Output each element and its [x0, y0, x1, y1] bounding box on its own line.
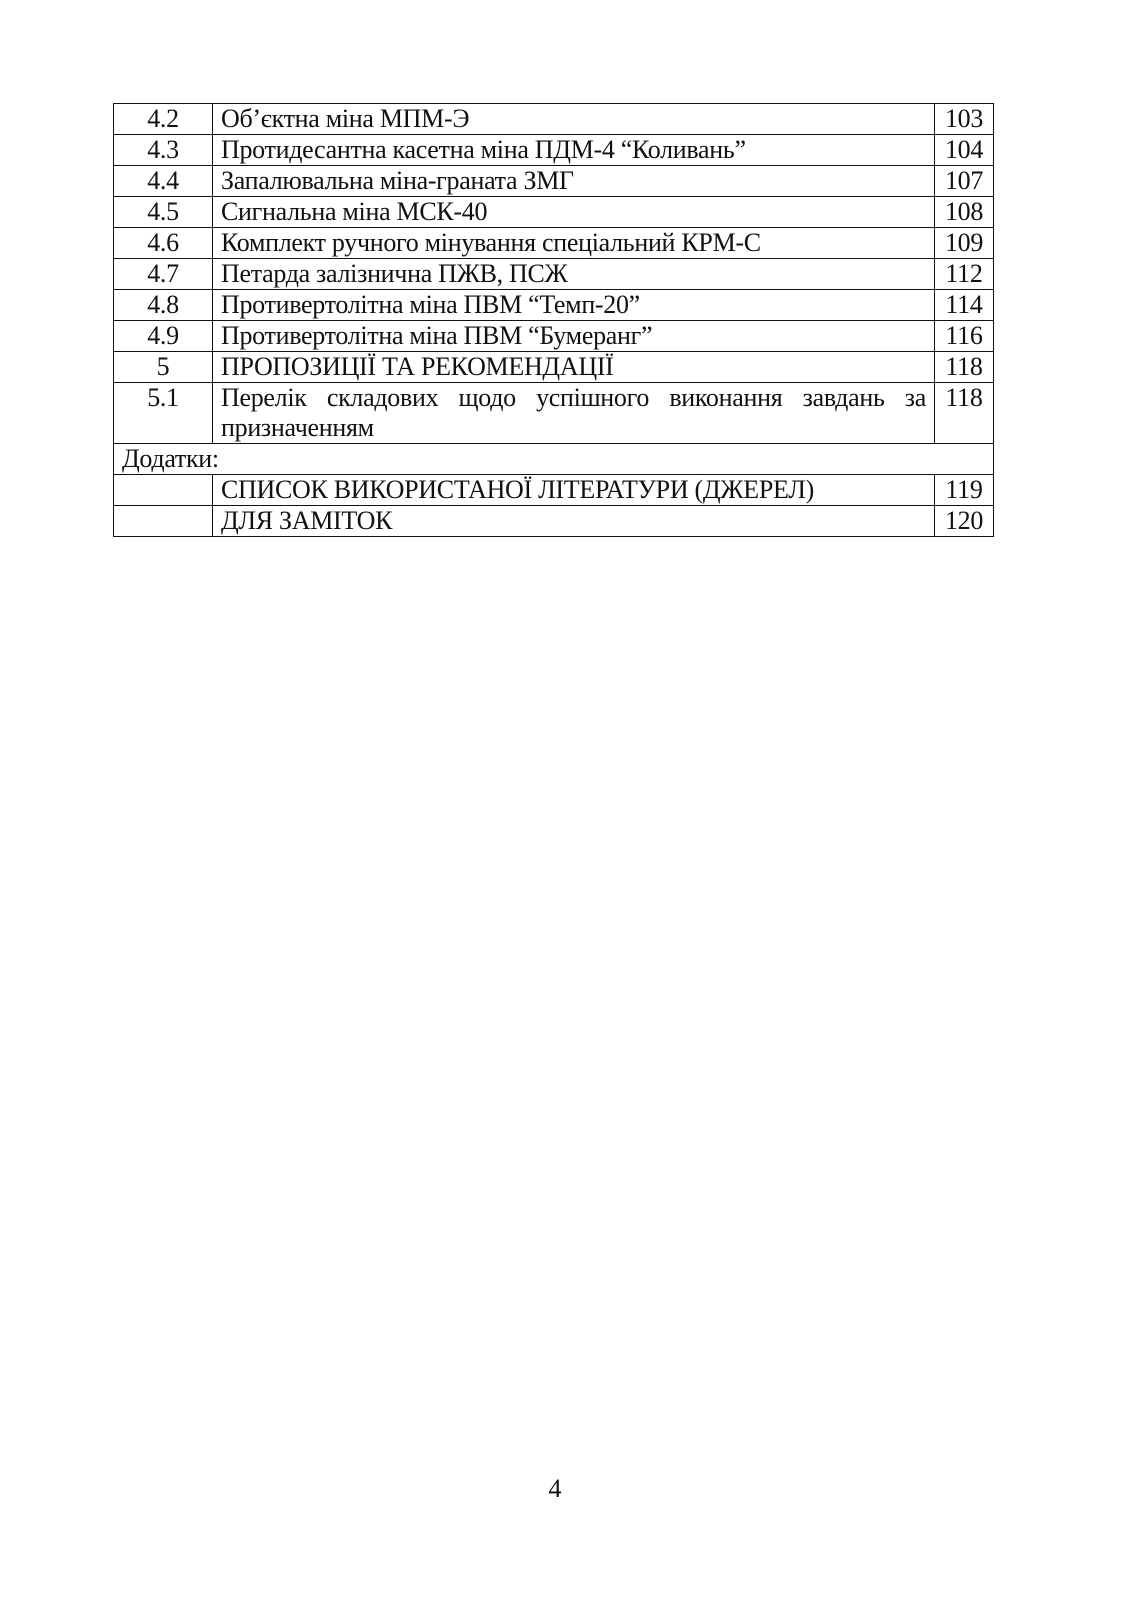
toc-row: 5 ПРОПОЗИЦІЇ ТА РЕКОМЕНДАЦІЇ 118: [113, 351, 994, 383]
toc-row: 4.7 Петарда залізнична ПЖВ, ПСЖ 112: [113, 258, 994, 290]
section-title: Перелік складових щодо успішного виконан…: [212, 382, 935, 444]
section-title: Запалювальна міна-граната ЗМГ: [212, 165, 935, 197]
section-number: 5.1: [113, 382, 213, 444]
page-ref: 109: [934, 227, 994, 259]
page-ref: 114: [934, 289, 994, 321]
page-ref: 112: [934, 258, 994, 290]
section-number: 4.6: [113, 227, 213, 259]
toc-row: 4.2 Об’єктна міна МПМ-Э 103: [113, 103, 994, 135]
page-number: 4: [548, 1474, 562, 1503]
page-ref: 118: [934, 382, 994, 444]
page-ref: 120: [934, 505, 994, 537]
section-number: 4.4: [113, 165, 213, 197]
toc-row: 4.6 Комплект ручного мінування спеціальни…: [113, 227, 994, 259]
appendix-row: ДЛЯ ЗАМІТОК 120: [113, 505, 994, 537]
section-title: Комплект ручного мінування спеціальний К…: [212, 227, 935, 259]
section-number: 4.7: [113, 258, 213, 290]
section-number: 5: [113, 351, 213, 383]
appendix-title: ДЛЯ ЗАМІТОК: [212, 505, 935, 537]
appendix-title: СПИСОК ВИКОРИСТАНОЇ ЛІТЕРАТУРИ (ДЖЕРЕЛ): [212, 474, 935, 506]
appendix-header-row: Додатки:: [113, 443, 994, 475]
appendix-row: СПИСОК ВИКОРИСТАНОЇ ЛІТЕРАТУРИ (ДЖЕРЕЛ) 1…: [113, 474, 994, 506]
section-number: 4.5: [113, 196, 213, 228]
section-title: ПРОПОЗИЦІЇ ТА РЕКОМЕНДАЦІЇ: [212, 351, 935, 383]
toc-row: 4.9 Противертолітна міна ПВМ “Бумеранг” 11…: [113, 320, 994, 352]
section-number: 4.3: [113, 134, 213, 166]
page-ref: 116: [934, 320, 994, 352]
section-number: 4.2: [113, 103, 213, 135]
appendix-label: Додатки:: [113, 443, 994, 475]
page-ref: 104: [934, 134, 994, 166]
section-title: Петарда залізнична ПЖВ, ПСЖ: [212, 258, 935, 290]
toc-row: 4.8 Противертолітна міна ПВМ “Темп-20” 114: [113, 289, 994, 321]
toc-row: 4.3 Протидесантна касетна міна ПДМ-4 “Кол…: [113, 134, 994, 166]
section-title: Протидесантна касетна міна ПДМ-4 “Колива…: [212, 134, 935, 166]
section-number: 4.8: [113, 289, 213, 321]
page-ref: 108: [934, 196, 994, 228]
page-ref: 118: [934, 351, 994, 383]
section-title: Об’єктна міна МПМ-Э: [212, 103, 935, 135]
section-number: 4.9: [113, 320, 213, 352]
toc-row: 4.4 Запалювальна міна-граната ЗМГ 107: [113, 165, 994, 197]
page-ref: 103: [934, 103, 994, 135]
section-title: Противертолітна міна ПВМ “Темп-20”: [212, 289, 935, 321]
page-ref: 119: [934, 474, 994, 506]
empty-number: [113, 474, 213, 506]
empty-number: [113, 505, 213, 537]
table-of-contents: 4.2 Об’єктна міна МПМ-Э 103 4.3 Протидесантн…: [113, 103, 994, 537]
section-title: Сигнальна міна МСК-40: [212, 196, 935, 228]
toc-row: 5.1 Перелік складових щодо успішного вико…: [113, 382, 994, 444]
page-ref: 107: [934, 165, 994, 197]
toc-row: 4.5 Сигнальна міна МСК-40 108: [113, 196, 994, 228]
section-title: Противертолітна міна ПВМ “Бумеранг”: [212, 320, 935, 352]
